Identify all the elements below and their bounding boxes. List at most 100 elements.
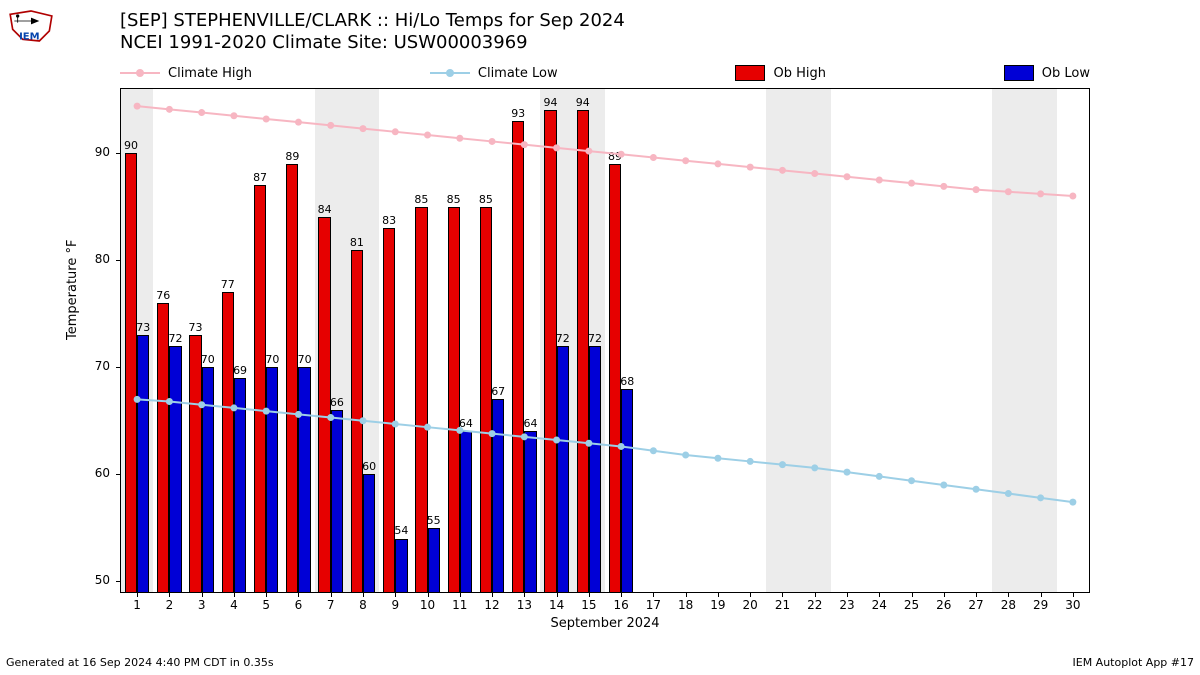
ob-low-bar <box>492 399 504 592</box>
xtick-mark <box>331 592 332 597</box>
xtick-mark <box>202 592 203 597</box>
ob-low-label: 55 <box>427 514 441 527</box>
legend-swatch-box <box>1004 65 1034 81</box>
xtick-mark <box>750 592 751 597</box>
svg-text:IEM: IEM <box>19 31 40 42</box>
ob-low-label: 60 <box>362 460 376 473</box>
chart-title-block: [SEP] STEPHENVILLE/CLARK :: Hi/Lo Temps … <box>120 10 625 54</box>
xtick-label: 30 <box>1065 598 1080 612</box>
ob-high-label: 87 <box>253 171 267 184</box>
xtick-label: 24 <box>872 598 887 612</box>
xtick-label: 21 <box>775 598 790 612</box>
ob-high-bar <box>415 207 427 592</box>
legend-label: Ob High <box>773 66 826 81</box>
xtick-mark <box>492 592 493 597</box>
xtick-mark <box>234 592 235 597</box>
ob-low-bar <box>169 346 181 592</box>
xtick-mark <box>428 592 429 597</box>
ob-low-label: 73 <box>136 321 150 334</box>
xtick-label: 11 <box>452 598 467 612</box>
xtick-mark <box>1008 592 1009 597</box>
xtick-label: 12 <box>484 598 499 612</box>
xtick-label: 28 <box>1001 598 1016 612</box>
xtick-mark <box>621 592 622 597</box>
footer-app: IEM Autoplot App #17 <box>1073 656 1195 669</box>
legend-swatch-line <box>120 72 160 74</box>
ytick-label: 80 <box>0 252 110 266</box>
ob-high-label: 73 <box>189 321 203 334</box>
xtick-label: 26 <box>936 598 951 612</box>
ob-low-bar <box>428 528 440 592</box>
ob-low-label: 72 <box>556 332 570 345</box>
ob-low-label: 70 <box>265 353 279 366</box>
ytick-mark <box>116 153 121 154</box>
ob-high-label: 94 <box>576 96 590 109</box>
xtick-label: 9 <box>391 598 399 612</box>
ob-low-label: 68 <box>620 375 634 388</box>
xtick-mark <box>1041 592 1042 597</box>
xtick-label: 25 <box>904 598 919 612</box>
xtick-mark <box>589 592 590 597</box>
xtick-label: 17 <box>646 598 661 612</box>
xtick-label: 6 <box>295 598 303 612</box>
weekend-band <box>992 89 1057 592</box>
xtick-mark <box>815 592 816 597</box>
xtick-label: 20 <box>743 598 758 612</box>
legend-label: Ob Low <box>1042 66 1090 81</box>
chart-title-line1: [SEP] STEPHENVILLE/CLARK :: Hi/Lo Temps … <box>120 10 625 32</box>
xtick-label: 27 <box>968 598 983 612</box>
xtick-label: 13 <box>517 598 532 612</box>
xtick-label: 7 <box>327 598 335 612</box>
xtick-label: 19 <box>710 598 725 612</box>
xtick-label: 3 <box>198 598 206 612</box>
xtick-mark <box>137 592 138 597</box>
legend-item: Ob High <box>735 65 826 81</box>
ob-low-bar <box>266 367 278 592</box>
xtick-mark <box>266 592 267 597</box>
xtick-label: 4 <box>230 598 238 612</box>
ob-high-label: 85 <box>479 193 493 206</box>
ob-low-bar <box>331 410 343 592</box>
xtick-label: 10 <box>420 598 435 612</box>
legend: Climate High Climate Low Ob High Ob Low <box>120 62 1090 84</box>
xtick-mark <box>944 592 945 597</box>
legend-label: Climate Low <box>478 66 558 81</box>
climate-high-series <box>134 103 1077 200</box>
ob-low-label: 66 <box>330 396 344 409</box>
xtick-label: 14 <box>549 598 564 612</box>
xtick-mark <box>912 592 913 597</box>
ob-high-label: 83 <box>382 214 396 227</box>
xtick-mark <box>524 592 525 597</box>
ytick-mark <box>116 367 121 368</box>
ytick-mark <box>116 260 121 261</box>
footer-generated: Generated at 16 Sep 2024 4:40 PM CDT in … <box>6 656 274 669</box>
ytick-label: 60 <box>0 466 110 480</box>
xtick-mark <box>653 592 654 597</box>
legend-swatch-box <box>735 65 765 81</box>
ob-high-bar <box>254 185 266 592</box>
xtick-label: 29 <box>1033 598 1048 612</box>
ytick-label: 70 <box>0 359 110 373</box>
ob-high-bar <box>480 207 492 592</box>
xtick-mark <box>847 592 848 597</box>
ob-high-bar <box>448 207 460 592</box>
ob-high-bar <box>544 110 556 592</box>
ob-low-label: 72 <box>588 332 602 345</box>
xtick-mark <box>557 592 558 597</box>
xtick-mark <box>718 592 719 597</box>
ob-high-label: 85 <box>447 193 461 206</box>
ob-high-bar <box>351 250 363 592</box>
xtick-mark <box>363 592 364 597</box>
ob-low-bar <box>557 346 569 592</box>
legend-item: Climate Low <box>430 66 558 81</box>
legend-item: Climate High <box>120 66 252 81</box>
legend-item: Ob Low <box>1004 65 1090 81</box>
legend-label: Climate High <box>168 66 252 81</box>
plot-area: 9076737787898481838585859394948973727069… <box>120 88 1090 593</box>
ob-high-bar <box>189 335 201 592</box>
xtick-mark <box>1073 592 1074 597</box>
ob-low-bar <box>589 346 601 592</box>
ob-low-bar <box>298 367 310 592</box>
ob-low-label: 70 <box>201 353 215 366</box>
ob-high-label: 77 <box>221 278 235 291</box>
